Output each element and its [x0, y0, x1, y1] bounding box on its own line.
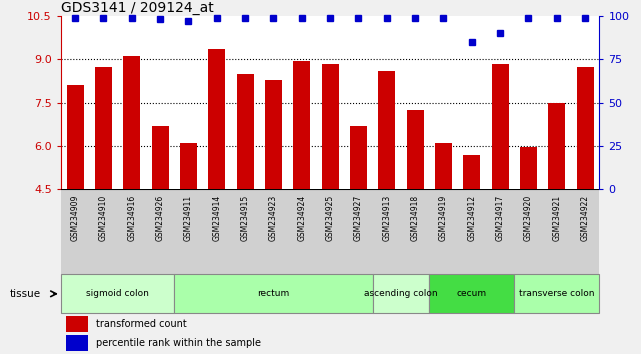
- Text: percentile rank within the sample: percentile rank within the sample: [96, 338, 261, 348]
- Bar: [151, 126, 169, 189]
- Bar: [95, 67, 112, 189]
- Bar: [350, 126, 367, 189]
- Bar: [180, 143, 197, 189]
- Bar: [123, 56, 140, 189]
- Text: ascending colon: ascending colon: [364, 289, 438, 298]
- Text: cecum: cecum: [457, 289, 487, 298]
- Bar: [237, 74, 254, 189]
- Bar: [174, 274, 372, 313]
- Bar: [378, 71, 395, 189]
- Bar: [492, 64, 509, 189]
- Bar: [208, 49, 225, 189]
- Bar: [406, 110, 424, 189]
- Bar: [67, 85, 83, 189]
- Bar: [61, 274, 174, 313]
- Bar: [66, 316, 88, 332]
- Bar: [514, 274, 599, 313]
- Bar: [577, 67, 594, 189]
- Text: sigmoid colon: sigmoid colon: [86, 289, 149, 298]
- Bar: [429, 274, 514, 313]
- Bar: [294, 61, 310, 189]
- Text: tissue: tissue: [10, 289, 41, 299]
- Bar: [548, 103, 565, 189]
- Bar: [66, 335, 88, 351]
- Text: transformed count: transformed count: [96, 319, 187, 329]
- Bar: [435, 143, 452, 189]
- Bar: [265, 80, 282, 189]
- Bar: [322, 64, 338, 189]
- Text: transverse colon: transverse colon: [519, 289, 595, 298]
- Bar: [463, 155, 480, 189]
- Text: rectum: rectum: [257, 289, 290, 298]
- Bar: [520, 148, 537, 189]
- Bar: [372, 274, 429, 313]
- Text: GDS3141 / 209124_at: GDS3141 / 209124_at: [61, 1, 213, 15]
